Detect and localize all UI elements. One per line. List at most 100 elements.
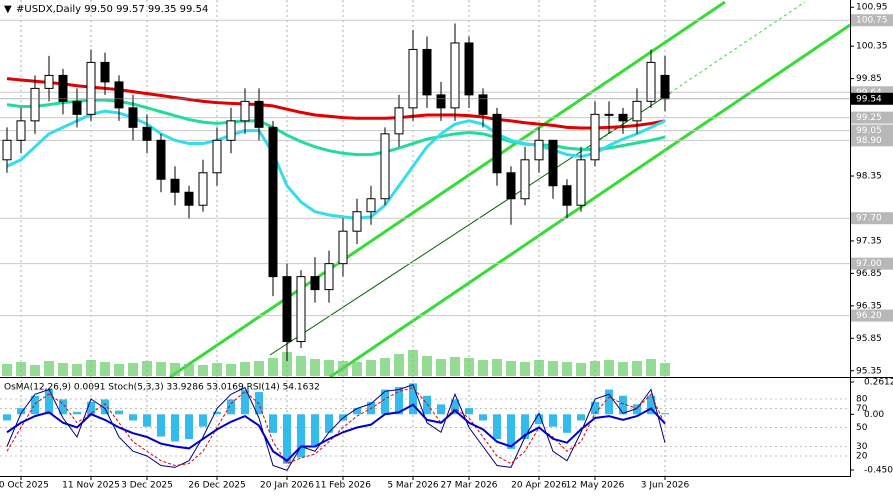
osma-bar (395, 387, 403, 415)
volume-bar (2, 364, 12, 376)
osma-bar (521, 414, 529, 440)
candle-body (478, 94, 488, 115)
trend-lines (169, 0, 851, 379)
volume-bar (562, 362, 572, 376)
y2-tick-label: 70 (856, 404, 868, 414)
y2-tick-label: 50 (856, 423, 868, 433)
volume-bar (660, 363, 670, 376)
level-box (851, 124, 893, 137)
level-box (851, 212, 893, 225)
candle-body (380, 133, 390, 200)
candle-body (604, 113, 614, 116)
candle-body (450, 42, 460, 109)
candle-body (198, 172, 208, 206)
osma-bar (647, 395, 655, 415)
volume-bar (492, 359, 502, 376)
volume-bar (254, 361, 264, 376)
channel-upper (169, 0, 726, 379)
candle-body (142, 126, 152, 141)
x-tick-label: 3 Dec 2025 (121, 481, 173, 491)
osma-bar (381, 389, 389, 415)
volume-bar (100, 362, 110, 376)
candle-body (2, 139, 12, 161)
volume-bar (436, 359, 446, 376)
level-label: 100.75 (856, 16, 888, 26)
menu-arrow[interactable]: ▼ (4, 4, 12, 15)
volume-bar (394, 354, 404, 376)
osma-bar (563, 414, 571, 433)
osma-bar (437, 404, 445, 415)
osma-bar (577, 414, 585, 421)
volume-bar (72, 364, 82, 376)
x-tick-label: 5 Mar 2026 (387, 481, 439, 491)
volume-bar (86, 360, 96, 376)
osma-bar (73, 411, 81, 415)
candle-body (338, 230, 348, 265)
volume-bar (352, 362, 362, 376)
candle-body (268, 126, 278, 278)
osma-bar (339, 414, 347, 421)
candle-body (324, 263, 334, 291)
candle-body (100, 61, 110, 83)
osma-bar (297, 414, 305, 458)
osma-bar (213, 411, 221, 415)
level-label: 97.00 (856, 259, 882, 269)
level-label: 99.25 (856, 113, 882, 123)
osma-bar (325, 414, 333, 433)
x-tick-label: 20 Apr 2026 (511, 481, 567, 491)
level-label: 97.70 (856, 214, 882, 224)
y2-tick-label: 80 (856, 395, 868, 405)
volume-bar (212, 363, 222, 376)
osma-bar (45, 389, 53, 415)
x-tick-label: 20 Jan 2026 (260, 481, 314, 491)
volume-bar (156, 362, 166, 376)
candle-body (310, 276, 320, 291)
volume-bar (478, 360, 488, 376)
x-tick-label: 3 Jun 2026 (641, 481, 690, 491)
volume-bar (226, 364, 236, 376)
osma-bar (185, 414, 193, 440)
volume-bar (114, 364, 124, 376)
osma-bar (619, 395, 627, 415)
y-tick-label: 95.35 (856, 366, 882, 376)
level-box (851, 309, 893, 322)
volume-bar (534, 360, 544, 376)
osma-bar (283, 414, 291, 464)
level-label: 98.90 (856, 136, 882, 146)
candle-body (422, 48, 432, 96)
candle-body (156, 139, 166, 180)
oscillator-line (6, 403, 666, 463)
y-tick-label: 0.2612 (864, 378, 893, 388)
osma-bar (507, 414, 515, 449)
volume-bar (30, 365, 40, 376)
channel-lower (329, 23, 851, 379)
level-box (851, 134, 893, 147)
osma-bar (423, 395, 431, 415)
osma-bar (115, 410, 123, 415)
osma-bar (479, 414, 487, 421)
osma-bar (409, 383, 417, 415)
x-tick-label: 20 Oct 2025 (0, 481, 49, 491)
trend-line (269, 91, 673, 356)
volume-bar (366, 360, 376, 376)
osma-bar (605, 389, 613, 415)
volume-bar (464, 358, 474, 376)
candle-body (366, 198, 376, 213)
osma-bar (451, 399, 459, 415)
candle-body (86, 61, 96, 115)
candle-body (576, 159, 586, 206)
candle-body (114, 81, 124, 109)
candle-body (436, 94, 446, 109)
indicator-title: OsMA(12,26,9) 0.0091 Stoch(5,3,3) 33.928… (4, 383, 320, 393)
osma-bar (353, 408, 361, 415)
candle-body (296, 276, 306, 343)
volume-bar (604, 360, 614, 376)
volume-bar (310, 359, 320, 376)
osma-bar (101, 399, 109, 415)
osma-bar (3, 414, 11, 421)
osma-bar (17, 408, 25, 415)
level-label: 99.05 (856, 126, 882, 136)
bid-box (851, 92, 893, 105)
osma-bar (171, 414, 179, 442)
y2-tick-label: 20 (856, 452, 868, 462)
